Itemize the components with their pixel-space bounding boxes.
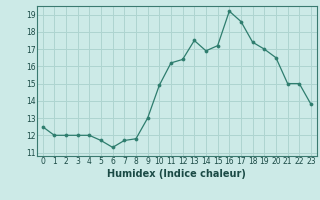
X-axis label: Humidex (Indice chaleur): Humidex (Indice chaleur) [108,169,246,179]
